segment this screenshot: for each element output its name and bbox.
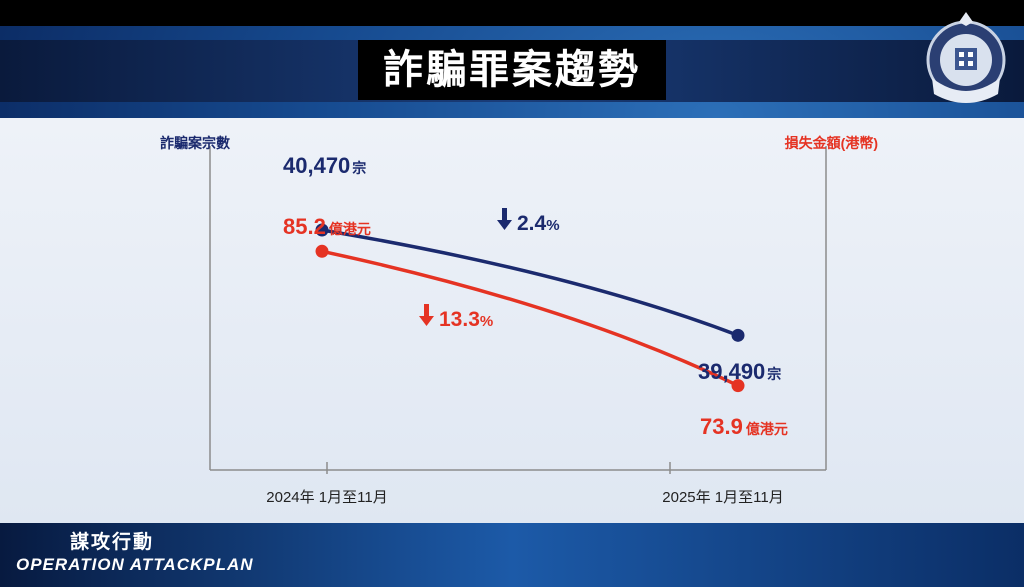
- y-axis-left-label: 詐騙案宗數: [160, 135, 230, 151]
- data-point-cases-2024: [315, 223, 329, 237]
- series-line-loss: [321, 249, 739, 388]
- down-arrow-icon: [419, 304, 434, 326]
- operation-title-en: OPERATION ATTACKPLAN: [16, 555, 254, 574]
- data-point-loss-2024: [315, 244, 329, 258]
- y-axis-right-label: 損失金額(港幣): [785, 135, 878, 151]
- trend-chart: 詐騙案宗數 損失金額(港幣) 2024年 1月至11月 2025年 1月至11月…: [160, 135, 878, 506]
- x-tick-label: 2024年 1月至11月: [266, 489, 387, 506]
- data-label-loss-2025: 73.9 億港元: [700, 414, 788, 439]
- data-label-loss-2024: 85.2 億港元: [283, 214, 371, 239]
- down-arrow-icon: [497, 208, 512, 230]
- svg-text:13.3%: 13.3%: [439, 308, 493, 331]
- series-line-cases: [321, 228, 739, 337]
- svg-text:2.4%: 2.4%: [517, 212, 560, 235]
- change-annotation-cases: 2.4%: [497, 208, 560, 235]
- data-point-loss-2025: [731, 379, 745, 393]
- operation-title-cn: 謀攻行動: [70, 532, 155, 553]
- slide-title: 詐騙罪案趨勢: [358, 40, 666, 100]
- data-label-cases-2024: 40,470 宗: [283, 153, 366, 178]
- police-badge-icon: [918, 8, 1014, 112]
- data-point-cases-2025: [731, 328, 745, 342]
- bottom-band: [0, 523, 1024, 587]
- top-letterbox: [0, 0, 1024, 26]
- chart-panel: 詐騙案宗數 損失金額(港幣) 2024年 1月至11月 2025年 1月至11月…: [0, 118, 1024, 523]
- data-label-cases-2025: 39,490 宗: [698, 359, 781, 384]
- change-annotation-loss: 13.3%: [419, 304, 493, 331]
- x-tick-label: 2025年 1月至11月: [662, 489, 783, 506]
